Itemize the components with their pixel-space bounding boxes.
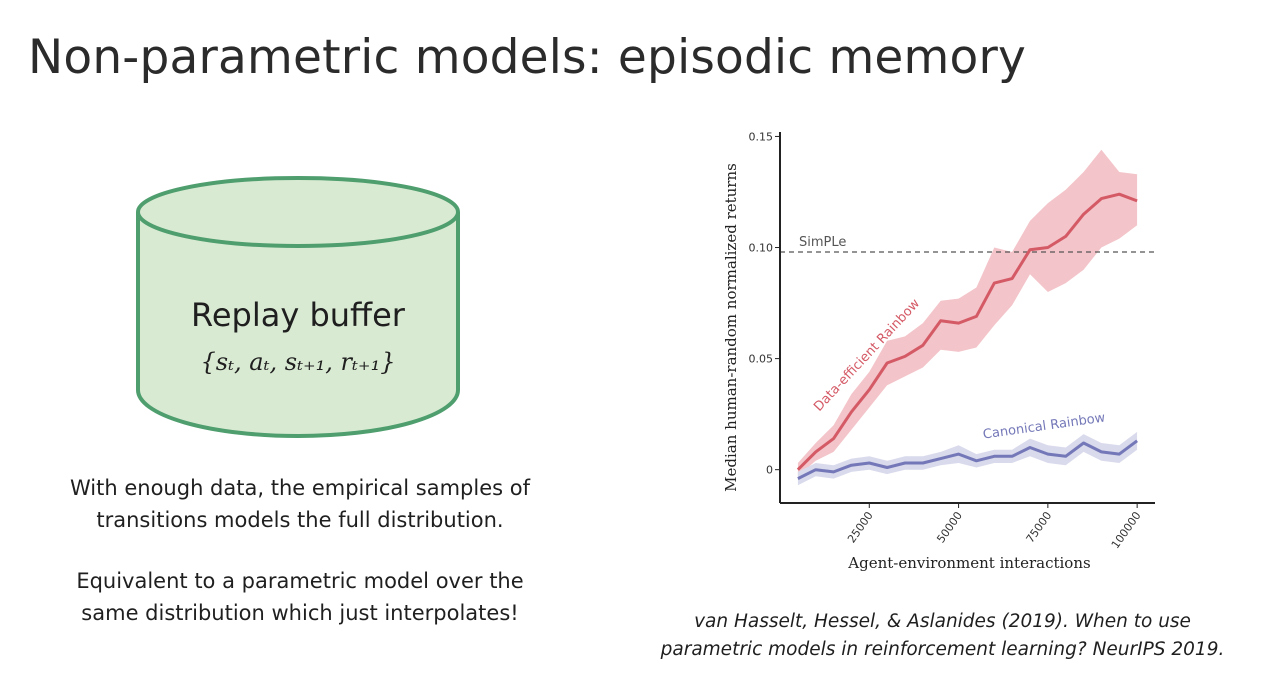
slide-title: Non-parametric models: episodic memory (28, 30, 1027, 85)
citation-line2: parametric models in reinforcement learn… (660, 639, 1225, 660)
citation-line1: van Hasselt, Hessel, & Aslanides (2019).… (694, 611, 1191, 632)
x-tick-label: 25000 (845, 509, 876, 545)
paragraph-parametric-equivalence: Equivalent to a parametric model over th… (20, 565, 580, 629)
simple-label: SimPLe (799, 235, 846, 250)
returns-chart: SimPLe 0 0.05 0.10 0.15 25000 50000 75000 10000… (722, 130, 1155, 572)
x-tick-label: 75000 (1024, 509, 1055, 545)
data-efficient-rainbow-line (796, 192, 1138, 471)
x-axis-label: Agent-environment interactions (847, 554, 1090, 572)
y-tick-label: 0.15 (749, 130, 774, 143)
paragraph1-line1: With enough data, the empirical samples … (70, 476, 530, 500)
y-axis-label: Median human-random normalized returns (722, 163, 740, 492)
replay-buffer-label: Replay buffer (191, 296, 405, 334)
replay-buffer-formula: {sₜ, aₜ, sₜ₊₁, rₜ₊₁} (200, 348, 396, 376)
paragraph-empirical-samples: With enough data, the empirical samples … (20, 472, 580, 536)
cylinder-body (136, 212, 460, 438)
x-tick-label: 100000 (1109, 509, 1144, 551)
citation: van Hasselt, Hessel, & Aslanides (2019).… (615, 608, 1270, 664)
series-lines (796, 192, 1138, 480)
x-tick-label: 50000 (934, 509, 965, 545)
confidence-bands (797, 149, 1138, 486)
paragraph2-line2: same distribution which just interpolate… (81, 601, 519, 625)
simple-reference: SimPLe (780, 235, 1155, 253)
cylinder-top (136, 176, 460, 248)
data-efficient-rainbow-band (797, 149, 1138, 477)
y-tick-label: 0.05 (749, 353, 774, 366)
y-tick-label: 0 (766, 464, 773, 477)
canonical-rainbow-line (797, 439, 1138, 480)
paragraph1-line2: transitions models the full distribution… (96, 508, 504, 532)
paragraph2-line1: Equivalent to a parametric model over th… (76, 569, 524, 593)
y-tick-label: 0.10 (749, 242, 774, 255)
replay-buffer-cylinder (136, 176, 460, 438)
